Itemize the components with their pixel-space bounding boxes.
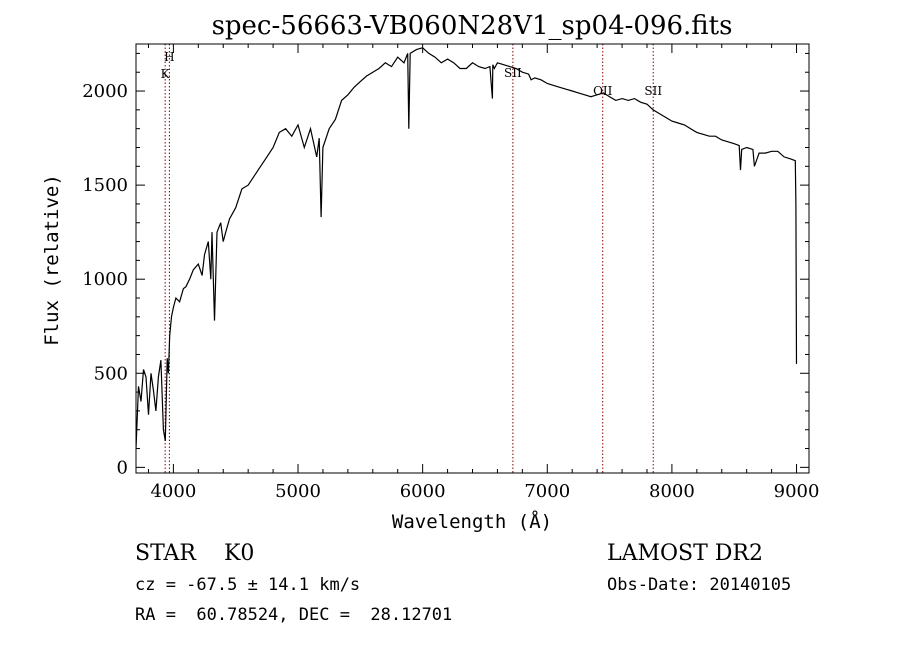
line-marker-label: H — [164, 50, 174, 64]
y-tick-label: 0 — [117, 457, 128, 478]
y-tick-label: 500 — [94, 363, 128, 384]
flux-series-group — [136, 47, 798, 449]
x-tick-label: 5000 — [275, 481, 321, 502]
plot-frame — [135, 43, 810, 474]
x-tick-label: 6000 — [400, 481, 446, 502]
flux-line — [136, 47, 798, 449]
obs-date-text: Obs-Date: 20140105 — [607, 575, 791, 595]
class-label: STAR K0 — [135, 541, 254, 566]
y-tick-label: 2000 — [82, 81, 128, 102]
x-tick-label: 7000 — [524, 481, 570, 502]
spectral-line-markers — [164, 44, 654, 473]
coordinates-text: RA = 60.78524, DEC = 28.12701 — [135, 605, 452, 625]
x-tick-label: 4000 — [150, 481, 196, 502]
line-marker-label: K — [161, 67, 171, 81]
y-axis: 0 500 1000 1500 2000 — [82, 52, 809, 478]
x-tick-label: 9000 — [774, 481, 820, 502]
redshift-text: cz = -67.5 ± 14.1 km/s — [135, 575, 360, 595]
y-tick-label: 1000 — [82, 269, 128, 290]
line-marker-label: OII — [593, 84, 613, 98]
line-marker-label: SII — [504, 66, 522, 80]
y-axis-label: Flux (relative) — [41, 174, 63, 346]
chart-title: spec-56663-VB060N28V1_sp04-096.fits — [212, 11, 733, 41]
y-tick-label: 1500 — [82, 175, 128, 196]
x-tick-label: 8000 — [649, 481, 695, 502]
survey-label: LAMOST DR2 — [607, 541, 763, 566]
spectral-line-labels: HK SII OII SII — [161, 50, 663, 98]
x-axis: 4000 5000 6000 7000 8000 9000 — [147, 44, 820, 502]
line-marker-label: SII — [644, 84, 662, 98]
x-axis-label: Wavelength (Å) — [392, 510, 552, 533]
